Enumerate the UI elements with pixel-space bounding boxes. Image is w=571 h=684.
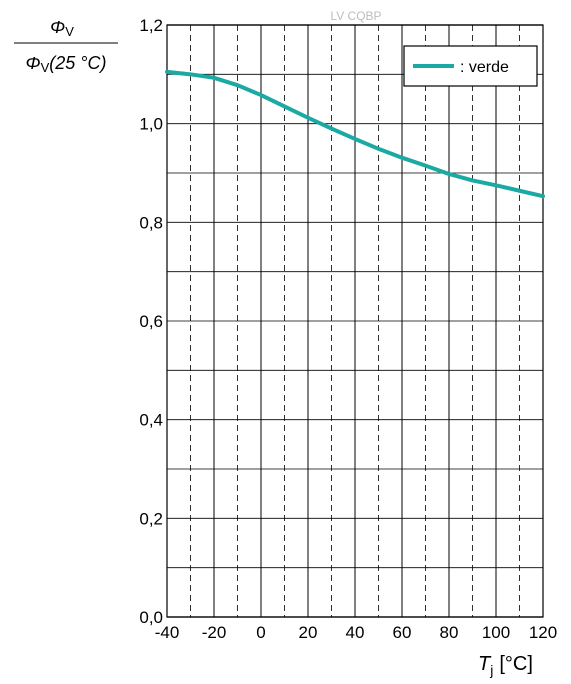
y-axis-label: ΦV ΦV(25 °C) [14,17,118,75]
x-tick-label: 80 [440,623,459,642]
y-tick-label: 1,0 [139,115,163,134]
y-label-denominator-suffix: (25 °C) [49,53,106,73]
x-tick-label: 100 [482,623,510,642]
x-tick-label: 120 [529,623,557,642]
y-label-numerator-symbol: Φ [50,17,65,37]
grid [166,24,544,618]
y-tick-label: 0,6 [139,312,163,331]
y-label-numerator-sub: V [65,24,74,39]
x-label-symbol: T [478,653,492,675]
y-label-denominator: ΦV(25 °C) [26,53,107,75]
x-label-sub: j [489,662,493,678]
series-group [165,69,545,199]
x-tick-label: -40 [155,623,180,642]
x-tick-label: 60 [393,623,412,642]
legend: : verde [403,45,538,87]
x-axis-label: Tj [°C] [478,653,533,678]
y-tick-labels: 0,0 0,2 0,4 0,6 0,8 1,0 1,2 [139,16,163,627]
y-tick-label: 0,2 [139,509,163,528]
y-tick-label: 0,0 [139,608,163,627]
y-label-numerator: ΦV [50,17,74,39]
x-tick-label: 20 [299,623,318,642]
x-tick-labels: -40 -20 0 20 40 60 80 100 120 [155,623,557,642]
series-line-verde [165,69,545,199]
y-tick-label: 0,4 [139,411,163,430]
legend-entry-verde: : verde [460,59,509,76]
x-tick-label: 40 [346,623,365,642]
y-tick-label: 1,2 [139,16,163,35]
y-label-denominator-symbol: Φ [26,53,41,73]
y-label-denominator-sub: V [41,60,50,75]
x-tick-label: -20 [202,623,227,642]
y-tick-label: 0,8 [139,213,163,232]
watermark: LV CQBP [330,9,381,23]
x-label-unit: [°C] [499,653,533,675]
plot-frame [166,24,544,618]
x-tick-label: 0 [256,623,265,642]
